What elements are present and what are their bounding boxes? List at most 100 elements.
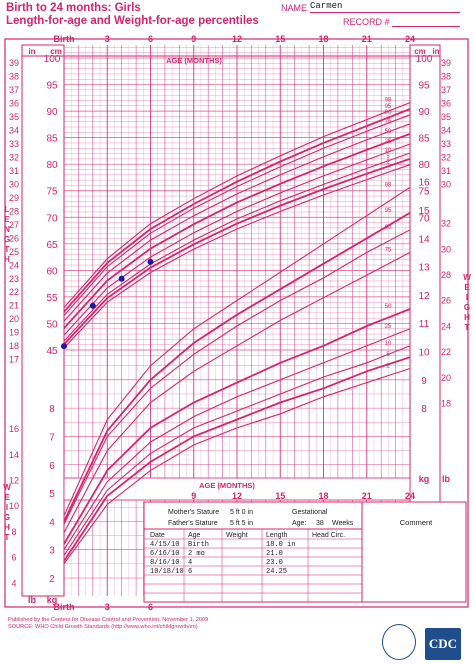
cdc-logo: CDC (425, 628, 461, 660)
x-tick-mid-label: 12 (232, 491, 242, 501)
weight-percentile-curve (63, 186, 411, 516)
length-data-point (89, 302, 96, 309)
unit-cm-left: cm (50, 47, 62, 56)
length-in-tick-left: 27 (9, 220, 19, 230)
length-cm-tick-left: 90 (46, 107, 58, 118)
weight-axis-letter-left: T (5, 533, 10, 542)
mid-axis-band (63, 477, 411, 501)
table-cell: 8/16/10 (150, 559, 179, 567)
table-cell: 18.0 in (266, 541, 295, 549)
length-cm-tick-left: 85 (46, 134, 58, 145)
length-in-tick-left: 17 (9, 355, 19, 365)
length-in-tick-right: 30 (441, 179, 451, 189)
table-cell: 2 mo (188, 550, 205, 558)
length-percentile-label: 50 (385, 129, 392, 135)
length-in-tick-left: 23 (9, 274, 19, 284)
length-percentile-curve (63, 108, 411, 313)
length-cm-tick-left: 100 (44, 54, 61, 65)
weight-lb-tick-right: 20 (441, 373, 451, 383)
weight-percentile-label: 95 (385, 208, 392, 214)
unit-cm-right: cm (414, 47, 426, 56)
length-percentile-label: 10 (385, 148, 392, 154)
name-label: NAME (281, 3, 308, 13)
length-in-tick-left: 18 (9, 341, 19, 351)
x-tick-mid-label: 24 (405, 491, 415, 501)
length-data-point (147, 258, 154, 265)
length-cm-tick-left: 80 (46, 160, 58, 171)
length-in-tick-right: 34 (441, 125, 451, 135)
chart-frame (4, 38, 469, 608)
weight-lb-tick-right: 32 (441, 219, 451, 229)
weight-kg-tick-right: 14 (418, 234, 430, 245)
weight-percentile-curve (63, 229, 411, 525)
length-in-tick-right: 38 (441, 71, 451, 81)
x-tick-top-label: 9 (191, 34, 196, 44)
x-tick-top-label: 21 (362, 34, 372, 44)
length-in-tick-right: 39 (441, 58, 451, 68)
length-percentile-curve (63, 152, 411, 342)
length-percentile-label: 5 (386, 154, 390, 160)
length-percentile-label: 25 (385, 139, 392, 145)
weight-percentile-curve (63, 356, 411, 562)
length-in-tick-right: 31 (441, 166, 451, 176)
unit-lb-left: lb (28, 595, 37, 605)
length-in-tick-left: 24 (9, 260, 19, 270)
weight-axis-letter-right: H (464, 313, 470, 322)
length-axis-letter: T (5, 245, 10, 254)
table-header-cell: Length (266, 532, 288, 539)
weight-kg-tick-left: 3 (49, 546, 55, 557)
x-tick-mid-label: 21 (362, 491, 372, 501)
length-percentile-label: 98 (385, 98, 392, 104)
weight-kg-tick-right: 13 (418, 263, 430, 274)
weight-axis-letter-right: I (466, 293, 468, 302)
x-tick-bottom-label: 3 (105, 602, 110, 612)
weight-kg-tick-right: 15 (418, 206, 430, 217)
gestational-label: Gestational (292, 509, 328, 516)
x-tick-top-label: 15 (275, 34, 285, 44)
table-cell: 6 (188, 568, 192, 576)
length-cm-tick-left: 65 (46, 240, 58, 251)
weight-axis-letter-left: W (3, 483, 11, 492)
length-percentile-curve (63, 123, 411, 322)
measurement-table (143, 501, 467, 603)
length-percentile-curve (63, 164, 411, 349)
weight-percentile-label: 50 (385, 304, 392, 310)
record-field[interactable] (392, 26, 460, 27)
weight-axis-letter-right: T (465, 323, 470, 332)
length-in-tick-left: 25 (9, 247, 19, 257)
weight-lb-tick-right: 28 (441, 270, 451, 280)
length-percentile-label: 2 (386, 160, 390, 166)
x-tick-top-label: 24 (405, 34, 415, 44)
chart-title: Birth to 24 months: Girls (6, 2, 141, 14)
length-axis-letter: H (4, 255, 10, 264)
weight-lb-tick-right: 22 (441, 347, 451, 357)
weight-lb-tick-left: 16 (9, 424, 19, 434)
weight-lb-tick-left: 14 (9, 450, 19, 460)
x-tick-bottom-label: 6 (148, 602, 153, 612)
weight-percentile-curve (63, 345, 411, 556)
length-percentile-curve (63, 158, 411, 345)
length-in-tick-left: 34 (9, 125, 19, 135)
weight-percentile-label: 98 (385, 182, 392, 188)
length-in-tick-left: 22 (9, 287, 19, 297)
weight-percentile-curve (63, 367, 411, 565)
footer-published: Published by the Centers for Disease Con… (8, 617, 209, 623)
weight-axis-letter-right: G (464, 303, 470, 312)
table-header-cell: Weight (226, 532, 248, 539)
father-stature-label: Father's Stature (168, 520, 218, 527)
weight-axis-letter-right: W (463, 273, 471, 282)
name-field[interactable]: Carmen (310, 1, 460, 13)
weight-axis-letter-left: E (4, 493, 10, 502)
weight-axis-letter-left: H (4, 523, 10, 532)
unit-in-left: in (28, 47, 35, 56)
weight-axis-letter-right: E (464, 283, 470, 292)
x-tick-bottom-label: Birth (54, 602, 75, 612)
comment-label: Comment (400, 518, 433, 527)
length-in-tick-left: 26 (9, 233, 19, 243)
x-tick-top-label: 6 (148, 34, 153, 44)
table-header-cell: Date (150, 532, 165, 539)
mother-stature-value: 5 ft 0 in (230, 509, 253, 516)
x-axis-label-mid: AGE (MONTHS) (199, 481, 255, 490)
weight-lb-tick-left: 12 (9, 476, 19, 486)
